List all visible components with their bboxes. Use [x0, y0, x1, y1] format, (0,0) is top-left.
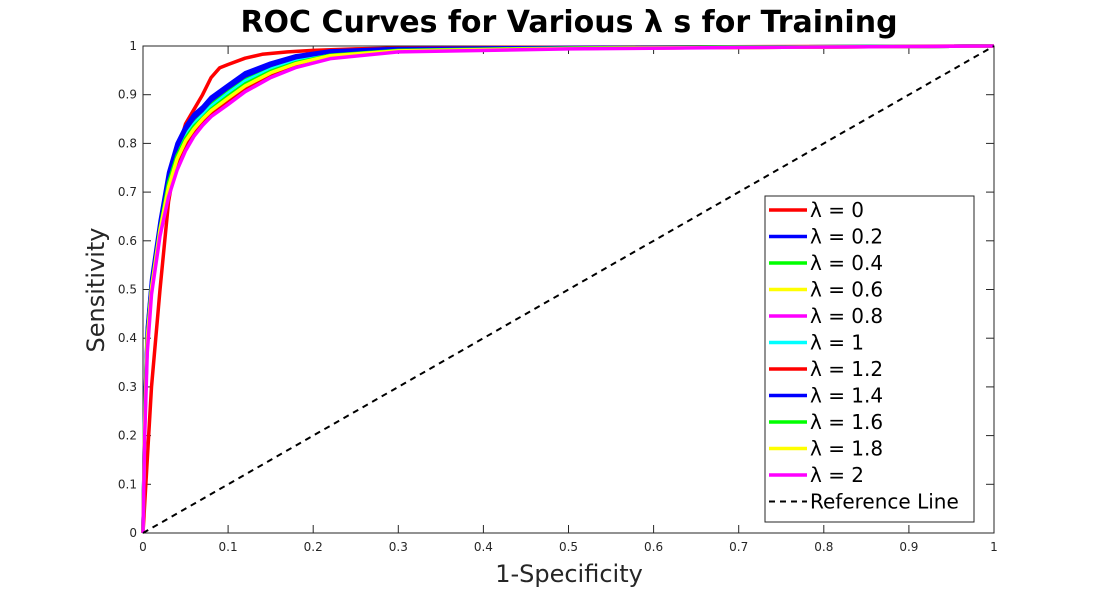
- x-tick-label: 0.4: [474, 540, 493, 554]
- y-tick-label: 0.8: [118, 136, 137, 150]
- reference-line: [142, 45, 995, 534]
- y-tick-label: 0.2: [118, 429, 137, 443]
- legend-entry: λ = 0.6: [810, 278, 883, 302]
- roc-curve-10: [141, 44, 995, 534]
- legend: λ = 0λ = 0.2λ = 0.4λ = 0.6λ = 0.8λ = 1λ …: [764, 195, 975, 523]
- y-tick-label: 0.9: [118, 88, 137, 102]
- x-axis-label: 1-Specificity: [495, 560, 643, 588]
- legend-entry: λ = 0: [810, 198, 864, 222]
- x-tick-label: 0.3: [389, 540, 408, 554]
- x-tick-label: 0.7: [729, 540, 748, 554]
- y-tick-label: 0.3: [118, 380, 137, 394]
- series-lines: [141, 44, 995, 534]
- y-tick-label: 0.1: [118, 477, 137, 491]
- legend-entry: λ = 1.6: [810, 410, 883, 434]
- y-axis-label: Sensitivity: [82, 228, 110, 353]
- legend-entry: λ = 1: [810, 331, 864, 355]
- y-tick-label: 0: [129, 526, 137, 540]
- legend-entry: λ = 0.4: [810, 251, 883, 275]
- x-tick-label: 0.2: [304, 540, 323, 554]
- x-tick-label: 0.1: [219, 540, 238, 554]
- legend-entry: λ = 1.8: [810, 437, 883, 461]
- y-tick-label: 0.5: [118, 283, 137, 297]
- legend-entry: λ = 0.2: [810, 225, 883, 249]
- legend-entry: λ = 0.8: [810, 304, 883, 328]
- x-tick-label: 0: [139, 540, 147, 554]
- x-tick-label: 0.8: [814, 540, 833, 554]
- x-tick-label: 0.6: [644, 540, 663, 554]
- y-tick-label: 1: [129, 39, 137, 53]
- x-tick-label: 0.5: [559, 540, 578, 554]
- chart-title: ROC Curves for Various λ s for Training: [240, 5, 897, 40]
- legend-entry: λ = 2: [810, 463, 864, 487]
- legend-entry: λ = 1.2: [810, 357, 883, 381]
- legend-entry: λ = 1.4: [810, 384, 883, 408]
- y-tick-label: 0.6: [118, 234, 137, 248]
- x-tick-label: 1: [990, 540, 998, 554]
- legend-box: [764, 195, 975, 523]
- y-tick-label: 0.4: [118, 331, 137, 345]
- y-tick-label: 0.7: [118, 185, 137, 199]
- legend-entry: Reference Line: [810, 490, 959, 514]
- x-tick-label: 0.9: [899, 540, 918, 554]
